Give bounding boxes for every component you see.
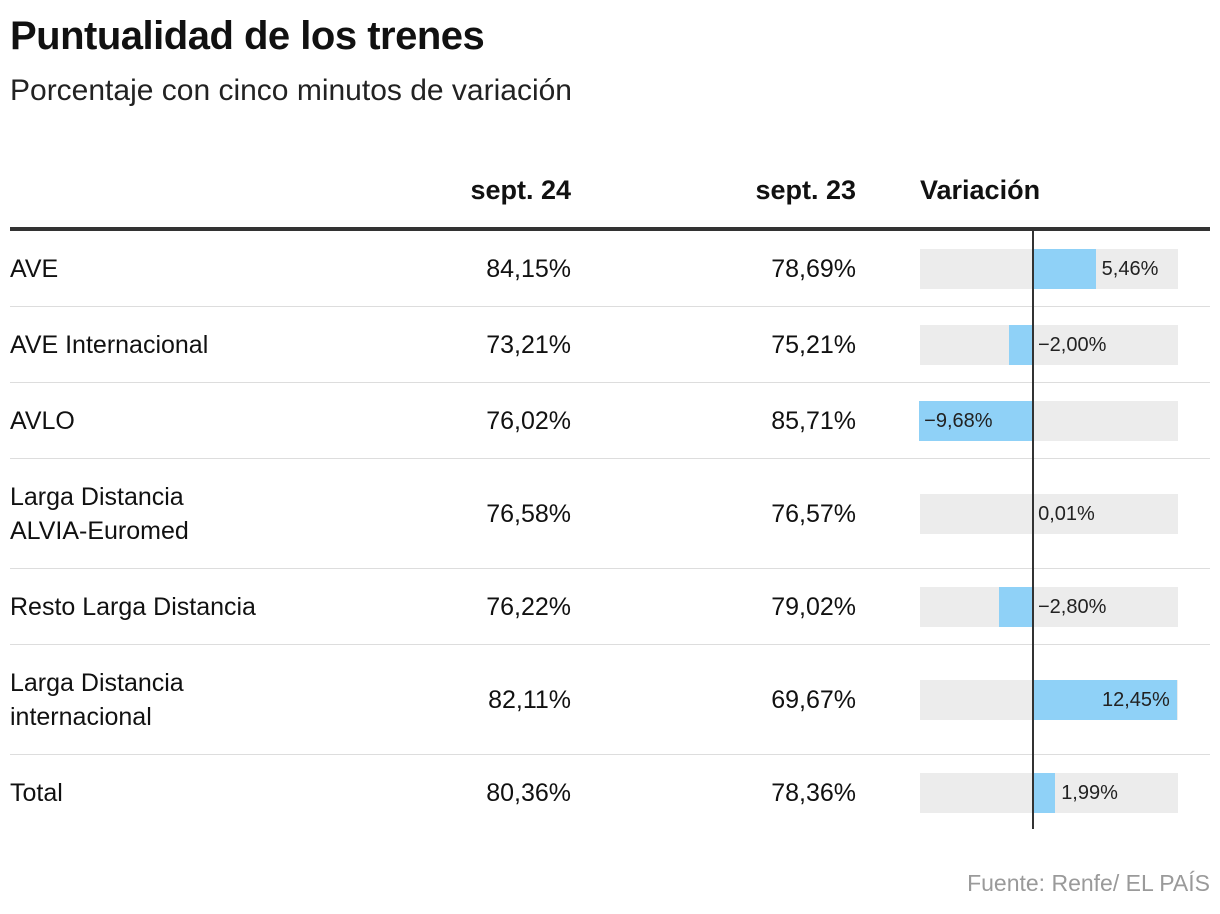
value-sept24: 82,11% xyxy=(488,686,571,714)
variation-bar xyxy=(999,587,1032,627)
row-label: AVE Internacional xyxy=(10,328,208,362)
row-label-line: Larga Distancia xyxy=(10,483,184,511)
value-sept24: 73,21% xyxy=(486,331,571,359)
variation-track: 0,01% xyxy=(920,494,1178,534)
variation-label: 1,99% xyxy=(1061,782,1118,804)
variation-track: 1,99% xyxy=(920,773,1178,813)
row-label: Larga Distancia internacional xyxy=(10,666,184,734)
table-row: AVE 84,15% 78,69% 5,46% xyxy=(10,231,1210,307)
variation-label: 0,01% xyxy=(1038,503,1095,525)
value-sept23: 85,71% xyxy=(771,407,856,435)
row-label: AVE xyxy=(10,252,58,286)
variation-bar xyxy=(1032,249,1096,289)
column-header-sept23: sept. 23 xyxy=(755,175,856,205)
row-divider xyxy=(10,382,1210,383)
variation-bar xyxy=(1032,773,1056,813)
value-sept24: 76,22% xyxy=(486,593,571,621)
column-header-sept24: sept. 24 xyxy=(470,175,571,205)
variation-track: 5,46% xyxy=(920,249,1178,289)
chart-title: Puntualidad de los trenes xyxy=(10,14,485,58)
row-label-line: internacional xyxy=(10,703,152,731)
row-label: Larga Distancia ALVIA-Euromed xyxy=(10,480,189,548)
column-header-variacion: Variación xyxy=(920,175,1041,205)
variation-track: −2,80% xyxy=(920,587,1178,627)
variation-label: 12,45% xyxy=(1102,689,1170,711)
variation-label: 5,46% xyxy=(1101,258,1159,280)
variation-track: −2,00% xyxy=(920,325,1178,365)
variation-label: −2,00% xyxy=(1038,334,1107,356)
row-divider xyxy=(10,306,1210,307)
chart-subtitle: Porcentaje con cinco minutos de variació… xyxy=(10,74,572,107)
row-label-line: AVLO xyxy=(10,407,75,435)
value-sept23: 69,67% xyxy=(771,686,856,714)
row-label-line: Total xyxy=(10,779,63,807)
row-label-line: Larga Distancia xyxy=(10,669,184,697)
variation-bar xyxy=(1008,325,1032,365)
value-sept23: 76,57% xyxy=(771,500,856,528)
variation-bar xyxy=(919,401,1032,441)
row-label: Total xyxy=(10,776,63,810)
table-row: Total 80,36% 78,36% 1,99% xyxy=(10,755,1210,831)
value-sept24: 80,36% xyxy=(486,779,571,807)
row-divider xyxy=(10,458,1210,459)
value-sept24: 76,58% xyxy=(486,500,571,528)
row-divider xyxy=(10,644,1210,645)
row-label-line: Resto Larga Distancia xyxy=(10,593,256,621)
value-sept23: 78,36% xyxy=(771,779,856,807)
variation-track: −9,68% xyxy=(919,401,1178,441)
variation-bar xyxy=(1032,680,1178,720)
row-label-line: AVE xyxy=(10,255,59,283)
row-label-line: ALVIA-Euromed xyxy=(10,517,189,545)
header-rule xyxy=(10,227,1210,231)
value-sept23: 78,69% xyxy=(771,255,856,283)
table-row: Larga Distancia internacional 82,11% 69,67%… xyxy=(10,645,1210,755)
table-row: Larga Distancia ALVIA-Euromed 76,58% 76,57%… xyxy=(10,459,1210,569)
value-sept24: 76,02% xyxy=(486,407,571,435)
row-divider xyxy=(10,754,1210,755)
source-note: Fuente: Renfe/ EL PAÍS xyxy=(967,870,1210,896)
table-row: AVE Internacional 73,21% 75,21% −2,00% xyxy=(10,307,1210,383)
value-sept24: 84,15% xyxy=(486,255,571,283)
table-row: Resto Larga Distancia 76,22% 79,02% −2,80% xyxy=(10,569,1210,645)
variation-label: −2,80% xyxy=(1038,596,1107,618)
table-row: AVLO 76,02% 85,71% −9,68% xyxy=(10,383,1210,459)
row-label: Resto Larga Distancia xyxy=(10,590,256,624)
value-sept23: 79,02% xyxy=(771,593,856,621)
row-divider xyxy=(10,568,1210,569)
row-label-line: AVE Internacional xyxy=(10,331,209,359)
variation-track: 12,45% xyxy=(920,680,1178,720)
variation-label: −9,68% xyxy=(924,410,993,432)
zero-line xyxy=(1032,231,1034,829)
row-label: AVLO xyxy=(10,404,75,438)
value-sept23: 75,21% xyxy=(771,331,856,359)
